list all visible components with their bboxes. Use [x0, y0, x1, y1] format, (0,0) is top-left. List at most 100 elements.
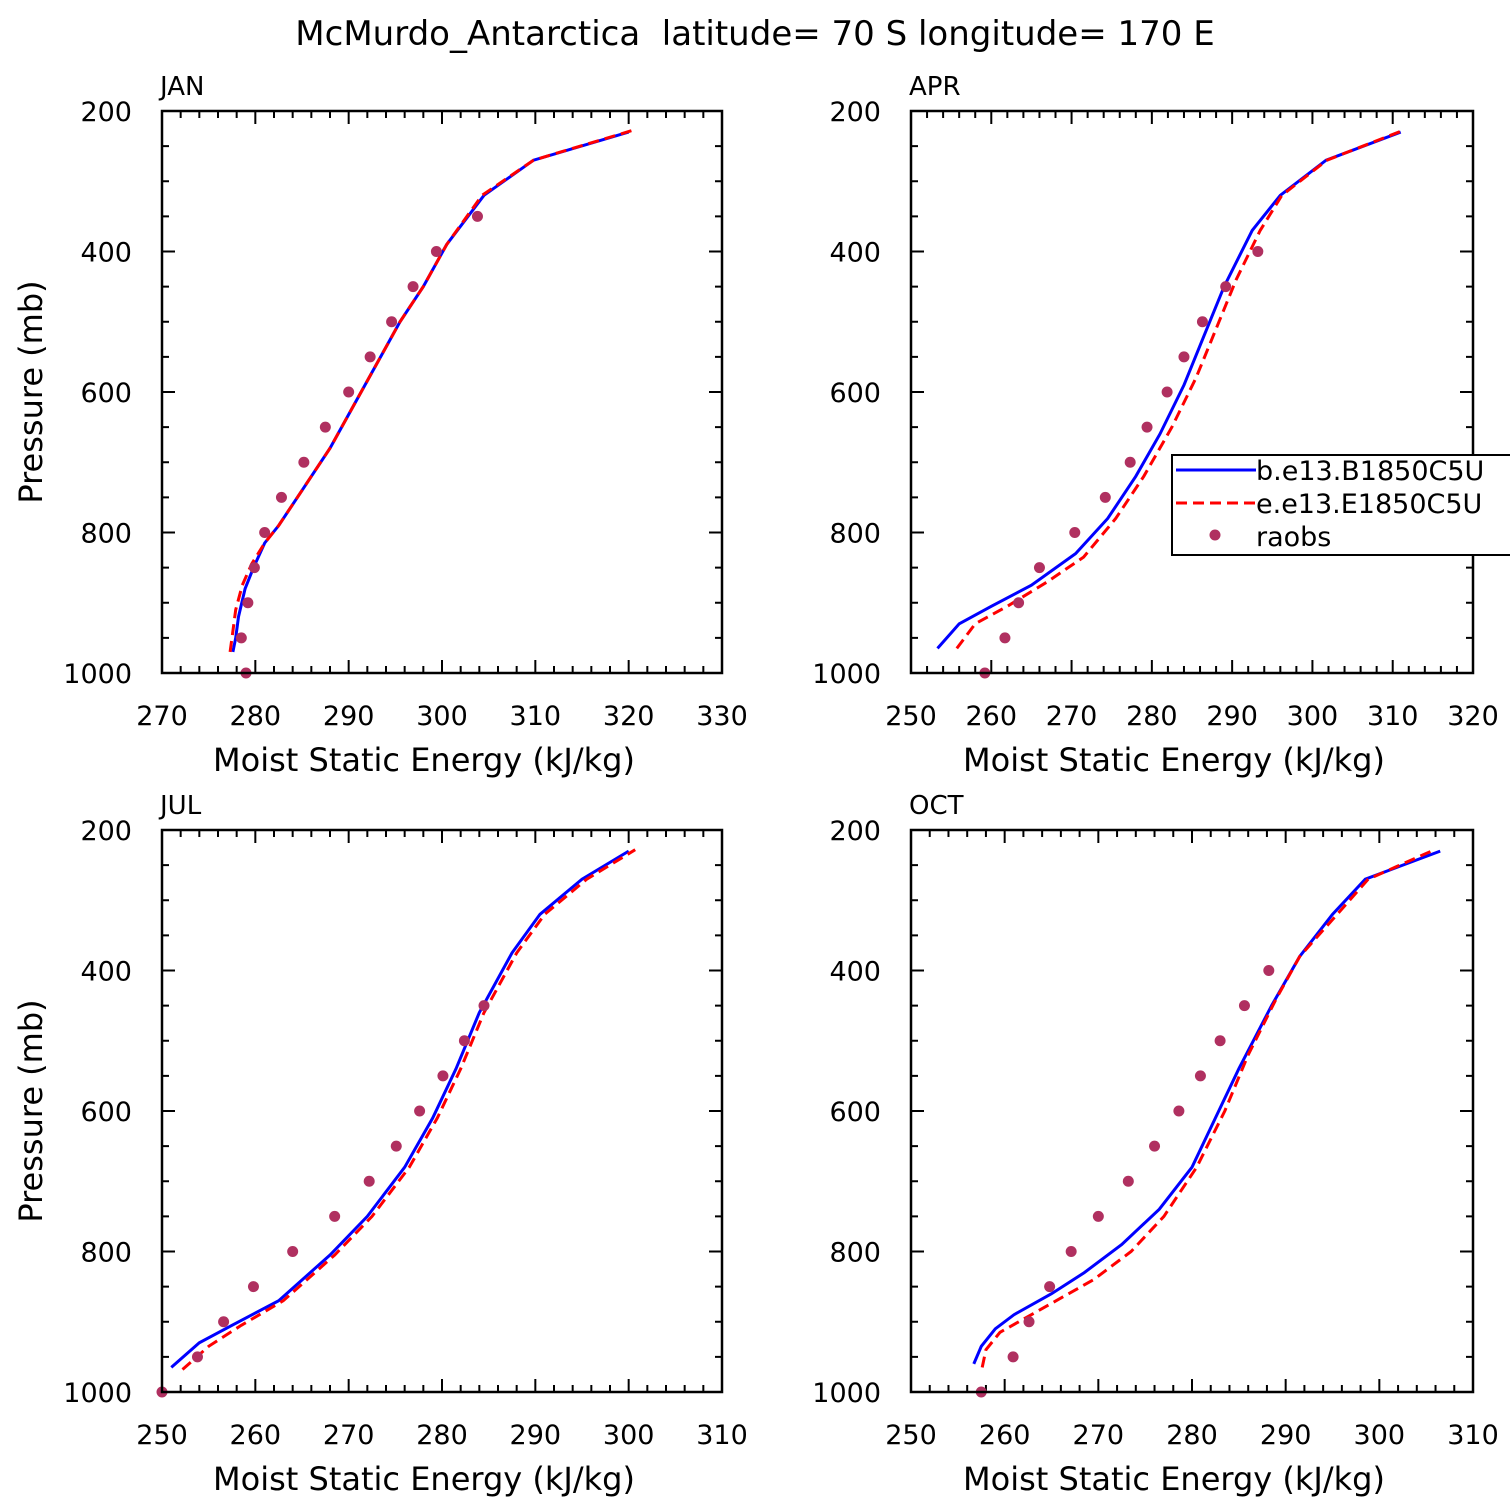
x-tick-label: 310 — [1367, 701, 1419, 732]
raobs-point — [1124, 456, 1136, 468]
x-tick-label: 260 — [979, 1420, 1031, 1451]
x-tick-label: 260 — [230, 1420, 282, 1451]
panel-title: APR — [909, 72, 961, 102]
raobs-point — [1092, 1210, 1104, 1222]
y-tick-label: 1000 — [812, 1378, 881, 1409]
x-tick-label: 290 — [510, 1420, 562, 1451]
raobs-point — [1252, 246, 1264, 257]
raobs-point — [287, 1246, 299, 1257]
legend-label: e.e13.E1850C5U — [1256, 489, 1482, 520]
raobs-point — [1023, 1316, 1035, 1328]
x-tick-label: 310 — [510, 701, 562, 732]
panel-jul: JUL 250 260 270 280 290 300 310 200 400 600 800 1000… — [12, 791, 748, 1498]
x-tick-label: 270 — [323, 1420, 375, 1451]
x-tick-label: 280 — [1166, 1420, 1218, 1451]
x-tick-label: 320 — [1447, 701, 1499, 732]
raobs-point — [1214, 1035, 1226, 1047]
raobs-point — [329, 1210, 341, 1222]
raobs-point — [298, 456, 310, 468]
series-line-e13-E1850C5U — [955, 129, 1403, 650]
x-tick-label: 280 — [1126, 701, 1178, 732]
raobs-point — [414, 1105, 426, 1117]
plot-frame — [909, 828, 1475, 1394]
raobs-point — [1141, 421, 1153, 433]
raobs-point — [1196, 316, 1208, 328]
x-tick-label: 290 — [1260, 1420, 1312, 1451]
y-tick-label: 600 — [829, 1097, 881, 1128]
y-tick-label: 400 — [829, 238, 881, 269]
y-tick-label: 800 — [829, 519, 881, 550]
y-tick-label: 800 — [80, 519, 132, 550]
y-axis-label: Pressure (mb) — [12, 280, 50, 503]
raobs-point — [1007, 1351, 1019, 1363]
raobs-point — [319, 421, 331, 433]
y-tick-label: 800 — [829, 1238, 881, 1269]
x-tick-label: 270 — [1046, 701, 1098, 732]
series-line-e13-E1850C5U — [181, 848, 636, 1371]
plot-frame — [160, 109, 724, 675]
raobs-point — [1220, 281, 1232, 293]
x-tick-label: 310 — [1447, 1420, 1499, 1451]
x-axis-label: Moist Static Energy (kJ/kg) — [963, 741, 1385, 779]
x-tick-label: 260 — [966, 701, 1018, 732]
y-tick-label: 400 — [80, 238, 132, 269]
raobs-point — [458, 1035, 470, 1047]
raobs-point — [1099, 491, 1111, 503]
x-tick-label: 300 — [1354, 1420, 1406, 1451]
series-line-b13-B1850C5U — [170, 849, 630, 1369]
raobs-point — [218, 1316, 230, 1328]
y-tick-label: 800 — [80, 1238, 132, 1269]
x-tick-label: 300 — [603, 1420, 655, 1451]
raobs-point — [1033, 562, 1045, 574]
series-line-e13-E1850C5U — [228, 129, 632, 653]
raobs-point — [1173, 1105, 1185, 1117]
figure-title: McMurdo_Antarctica latitude= 70 S longit… — [295, 14, 1214, 54]
raobs-point — [247, 1281, 259, 1293]
raobs-point — [1238, 1000, 1250, 1012]
raobs-point — [364, 351, 376, 363]
x-axis-label: Moist Static Energy (kJ/kg) — [213, 1460, 635, 1498]
panels: JAN 270 280 290 300 310 320 330 200 400 600 800 1000… — [12, 72, 1499, 1498]
raobs-point — [478, 1000, 490, 1012]
raobs-point — [1044, 1281, 1056, 1293]
raobs-point — [1263, 965, 1275, 976]
raobs-point — [259, 527, 271, 538]
plot-frame — [160, 828, 724, 1394]
legend-box — [1171, 454, 1510, 556]
y-tick-label: 200 — [80, 816, 132, 847]
series-line-b13-B1850C5U — [972, 849, 1441, 1365]
raobs-point — [1069, 527, 1081, 538]
series-line-e13-E1850C5U — [980, 848, 1436, 1368]
y-tick-label: 600 — [829, 378, 881, 409]
x-tick-label: 320 — [603, 701, 655, 732]
y-axis-label: Pressure (mb) — [12, 999, 50, 1222]
raobs-point — [407, 281, 419, 293]
x-tick-label: 270 — [136, 701, 188, 732]
y-tick-label: 400 — [80, 957, 132, 988]
y-tick-label: 1000 — [63, 659, 132, 690]
raobs-point — [430, 246, 442, 257]
x-tick-label: 300 — [1287, 701, 1339, 732]
raobs-point — [191, 1351, 203, 1363]
raobs-point — [343, 386, 355, 398]
raobs-point — [999, 632, 1011, 644]
raobs-point — [1178, 351, 1190, 363]
raobs-point — [390, 1140, 402, 1152]
x-tick-label: 290 — [1206, 701, 1258, 732]
x-tick-label: 290 — [323, 701, 375, 732]
y-tick-label: 400 — [829, 957, 881, 988]
x-tick-label: 250 — [136, 1420, 188, 1451]
plot-frame — [909, 109, 1475, 675]
raobs-point — [242, 597, 254, 609]
legend-swatch-dot — [1209, 529, 1221, 541]
raobs-point — [1013, 597, 1025, 609]
x-tick-label: 280 — [416, 1420, 468, 1451]
x-tick-label: 330 — [696, 701, 748, 732]
x-tick-label: 300 — [416, 701, 468, 732]
raobs-point — [1194, 1070, 1206, 1082]
panel-apr: APR 250 260 270 280 290 300 310 320 200 400 600 800 1… — [812, 72, 1498, 779]
raobs-point — [275, 491, 287, 503]
x-axis-label: Moist Static Energy (kJ/kg) — [213, 741, 635, 779]
legend-label: raobs — [1256, 522, 1331, 553]
